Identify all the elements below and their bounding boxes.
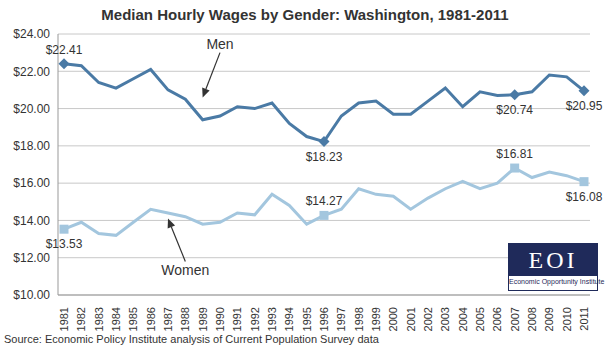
svg-text:$22.00: $22.00 — [13, 65, 50, 79]
svg-text:2010: 2010 — [561, 307, 573, 331]
svg-text:2005: 2005 — [474, 307, 486, 331]
svg-text:2004: 2004 — [457, 307, 469, 331]
svg-text:2003: 2003 — [439, 307, 451, 331]
svg-text:$10.00: $10.00 — [13, 288, 50, 302]
svg-text:$18.00: $18.00 — [13, 139, 50, 153]
svg-text:2002: 2002 — [422, 307, 434, 331]
svg-text:2006: 2006 — [491, 307, 503, 331]
svg-text:2000: 2000 — [387, 307, 399, 331]
svg-text:1995: 1995 — [301, 307, 313, 331]
svg-text:Men: Men — [206, 36, 233, 52]
svg-text:2008: 2008 — [526, 307, 538, 331]
svg-text:1984: 1984 — [110, 307, 122, 331]
svg-text:2001: 2001 — [405, 307, 417, 331]
svg-text:2011: 2011 — [578, 307, 590, 331]
svg-text:$14.00: $14.00 — [13, 214, 50, 228]
svg-text:1986: 1986 — [145, 307, 157, 331]
svg-text:2009: 2009 — [543, 307, 555, 331]
svg-text:$20.74: $20.74 — [496, 103, 533, 117]
svg-text:1981: 1981 — [58, 307, 70, 331]
svg-text:1999: 1999 — [370, 307, 382, 331]
svg-text:1985: 1985 — [127, 307, 139, 331]
html-text:Source: Economic Policy Instit: Source: Economic Policy Institute analys… — [4, 333, 379, 345]
svg-text:1988: 1988 — [179, 307, 191, 331]
svg-text:$13.53: $13.53 — [46, 237, 83, 251]
svg-text:$14.27: $14.27 — [306, 194, 343, 208]
svg-text:1992: 1992 — [249, 307, 261, 331]
html-text:Economic Opportunity Institute: Economic Opportunity Institute — [509, 278, 605, 285]
svg-text:1994: 1994 — [283, 307, 295, 331]
svg-text:$24.00: $24.00 — [13, 27, 50, 41]
html-text:Median Hourly Wages by Gender:: Median Hourly Wages by Gender: Washingto… — [101, 6, 509, 23]
svg-text:Women: Women — [161, 262, 209, 278]
svg-text:$18.23: $18.23 — [306, 150, 343, 164]
svg-text:$16.08: $16.08 — [566, 190, 602, 204]
svg-text:1983: 1983 — [93, 307, 105, 331]
svg-text:1989: 1989 — [197, 307, 209, 331]
svg-text:1990: 1990 — [214, 307, 226, 331]
svg-text:1991: 1991 — [231, 307, 243, 331]
svg-text:$16.81: $16.81 — [496, 147, 533, 161]
svg-text:$20.00: $20.00 — [13, 102, 50, 116]
svg-text:$20.95: $20.95 — [566, 99, 602, 113]
svg-text:2007: 2007 — [509, 307, 521, 331]
svg-text:1997: 1997 — [335, 307, 347, 331]
svg-text:1993: 1993 — [266, 307, 278, 331]
svg-text:$16.00: $16.00 — [13, 176, 50, 190]
svg-text:$12.00: $12.00 — [13, 251, 50, 265]
svg-text:1998: 1998 — [353, 307, 365, 331]
svg-text:1987: 1987 — [162, 307, 174, 331]
svg-text:$22.41: $22.41 — [46, 43, 83, 57]
html-text:EOI: EOI — [528, 247, 578, 273]
svg-text:1982: 1982 — [75, 307, 87, 331]
svg-text:1996: 1996 — [318, 307, 330, 331]
